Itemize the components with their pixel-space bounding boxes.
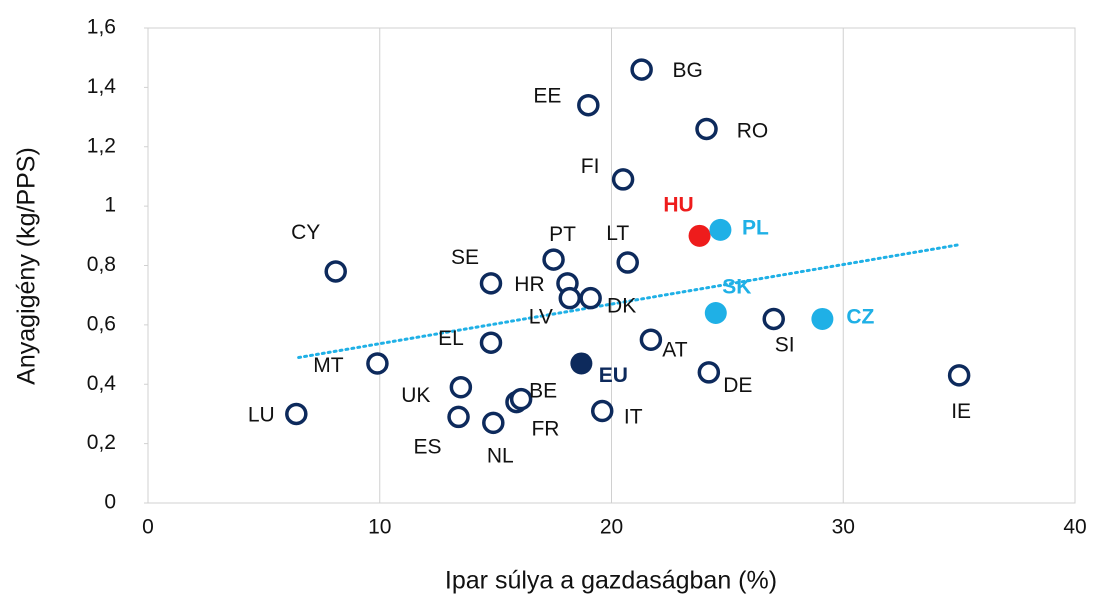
point-label: HU	[663, 193, 693, 216]
point-label: EE	[533, 85, 561, 108]
y-tick-label: 0	[104, 491, 116, 514]
y-tick-label: 1,4	[87, 75, 117, 98]
point-label: AT	[662, 338, 687, 361]
point	[611, 168, 635, 191]
point-label: UK	[401, 384, 430, 407]
y-tick-label: 0,2	[87, 431, 116, 454]
point	[688, 224, 711, 247]
point-label: SI	[775, 333, 795, 356]
point	[558, 286, 582, 310]
x-tick-label: 10	[368, 516, 391, 539]
point	[616, 251, 639, 274]
point	[590, 399, 614, 423]
point	[542, 248, 565, 271]
point-label: IT	[624, 406, 643, 429]
x-tick-label: 20	[600, 516, 623, 539]
point-label: CZ	[846, 305, 874, 328]
point-label: FR	[531, 418, 559, 441]
point	[709, 218, 732, 241]
point-label: SK	[722, 276, 751, 299]
y-axis-title: Anyagigény (kg/PPS)	[13, 147, 41, 385]
x-tick-label: 0	[142, 516, 154, 539]
x-tick-label: 30	[832, 516, 855, 539]
point-label: HR	[514, 273, 544, 296]
point-label: PT	[549, 223, 576, 246]
point	[366, 352, 389, 375]
point-label: DE	[723, 374, 752, 397]
y-tick-label: 0,4	[87, 372, 117, 395]
point	[697, 361, 721, 384]
point	[630, 58, 653, 81]
point-label: ES	[414, 435, 442, 458]
point-label: IE	[951, 400, 971, 423]
x-axis-title: Ipar súlya a gazdaságban (%)	[445, 567, 777, 595]
point-label: PL	[742, 216, 769, 239]
point-label: LV	[529, 306, 553, 329]
point	[639, 328, 663, 351]
point-label: LT	[606, 222, 629, 245]
point-label: SE	[451, 246, 479, 269]
point-label: BE	[529, 380, 557, 403]
point	[482, 411, 505, 435]
point	[704, 302, 727, 324]
point	[509, 387, 533, 411]
point	[762, 307, 785, 331]
point-label: NL	[487, 444, 514, 467]
point	[577, 93, 600, 117]
point-label: LU	[248, 403, 275, 426]
y-tick-label: 0,8	[87, 253, 116, 276]
y-tick-label: 0,6	[87, 312, 116, 335]
point-label: MT	[313, 354, 343, 377]
point	[324, 260, 347, 283]
point-label: FI	[581, 155, 600, 178]
point	[695, 117, 718, 141]
point	[479, 272, 503, 295]
point	[479, 331, 503, 354]
point-label: DK	[607, 295, 636, 318]
point	[947, 364, 971, 387]
y-tick-label: 1	[104, 194, 116, 217]
point	[570, 352, 593, 375]
point	[447, 405, 470, 429]
x-tick-label: 40	[1063, 516, 1086, 539]
y-tick-label: 1,6	[87, 16, 116, 39]
point-label: EL	[438, 327, 464, 350]
y-tick-label: 1,2	[87, 134, 116, 157]
trendline	[297, 243, 961, 360]
point	[285, 402, 308, 426]
point-label: EU	[599, 364, 628, 387]
point-label: CY	[291, 221, 320, 244]
point	[579, 286, 602, 310]
point-label: RO	[737, 119, 769, 142]
point-label: BG	[672, 59, 702, 82]
point	[811, 307, 834, 330]
point	[449, 375, 473, 399]
